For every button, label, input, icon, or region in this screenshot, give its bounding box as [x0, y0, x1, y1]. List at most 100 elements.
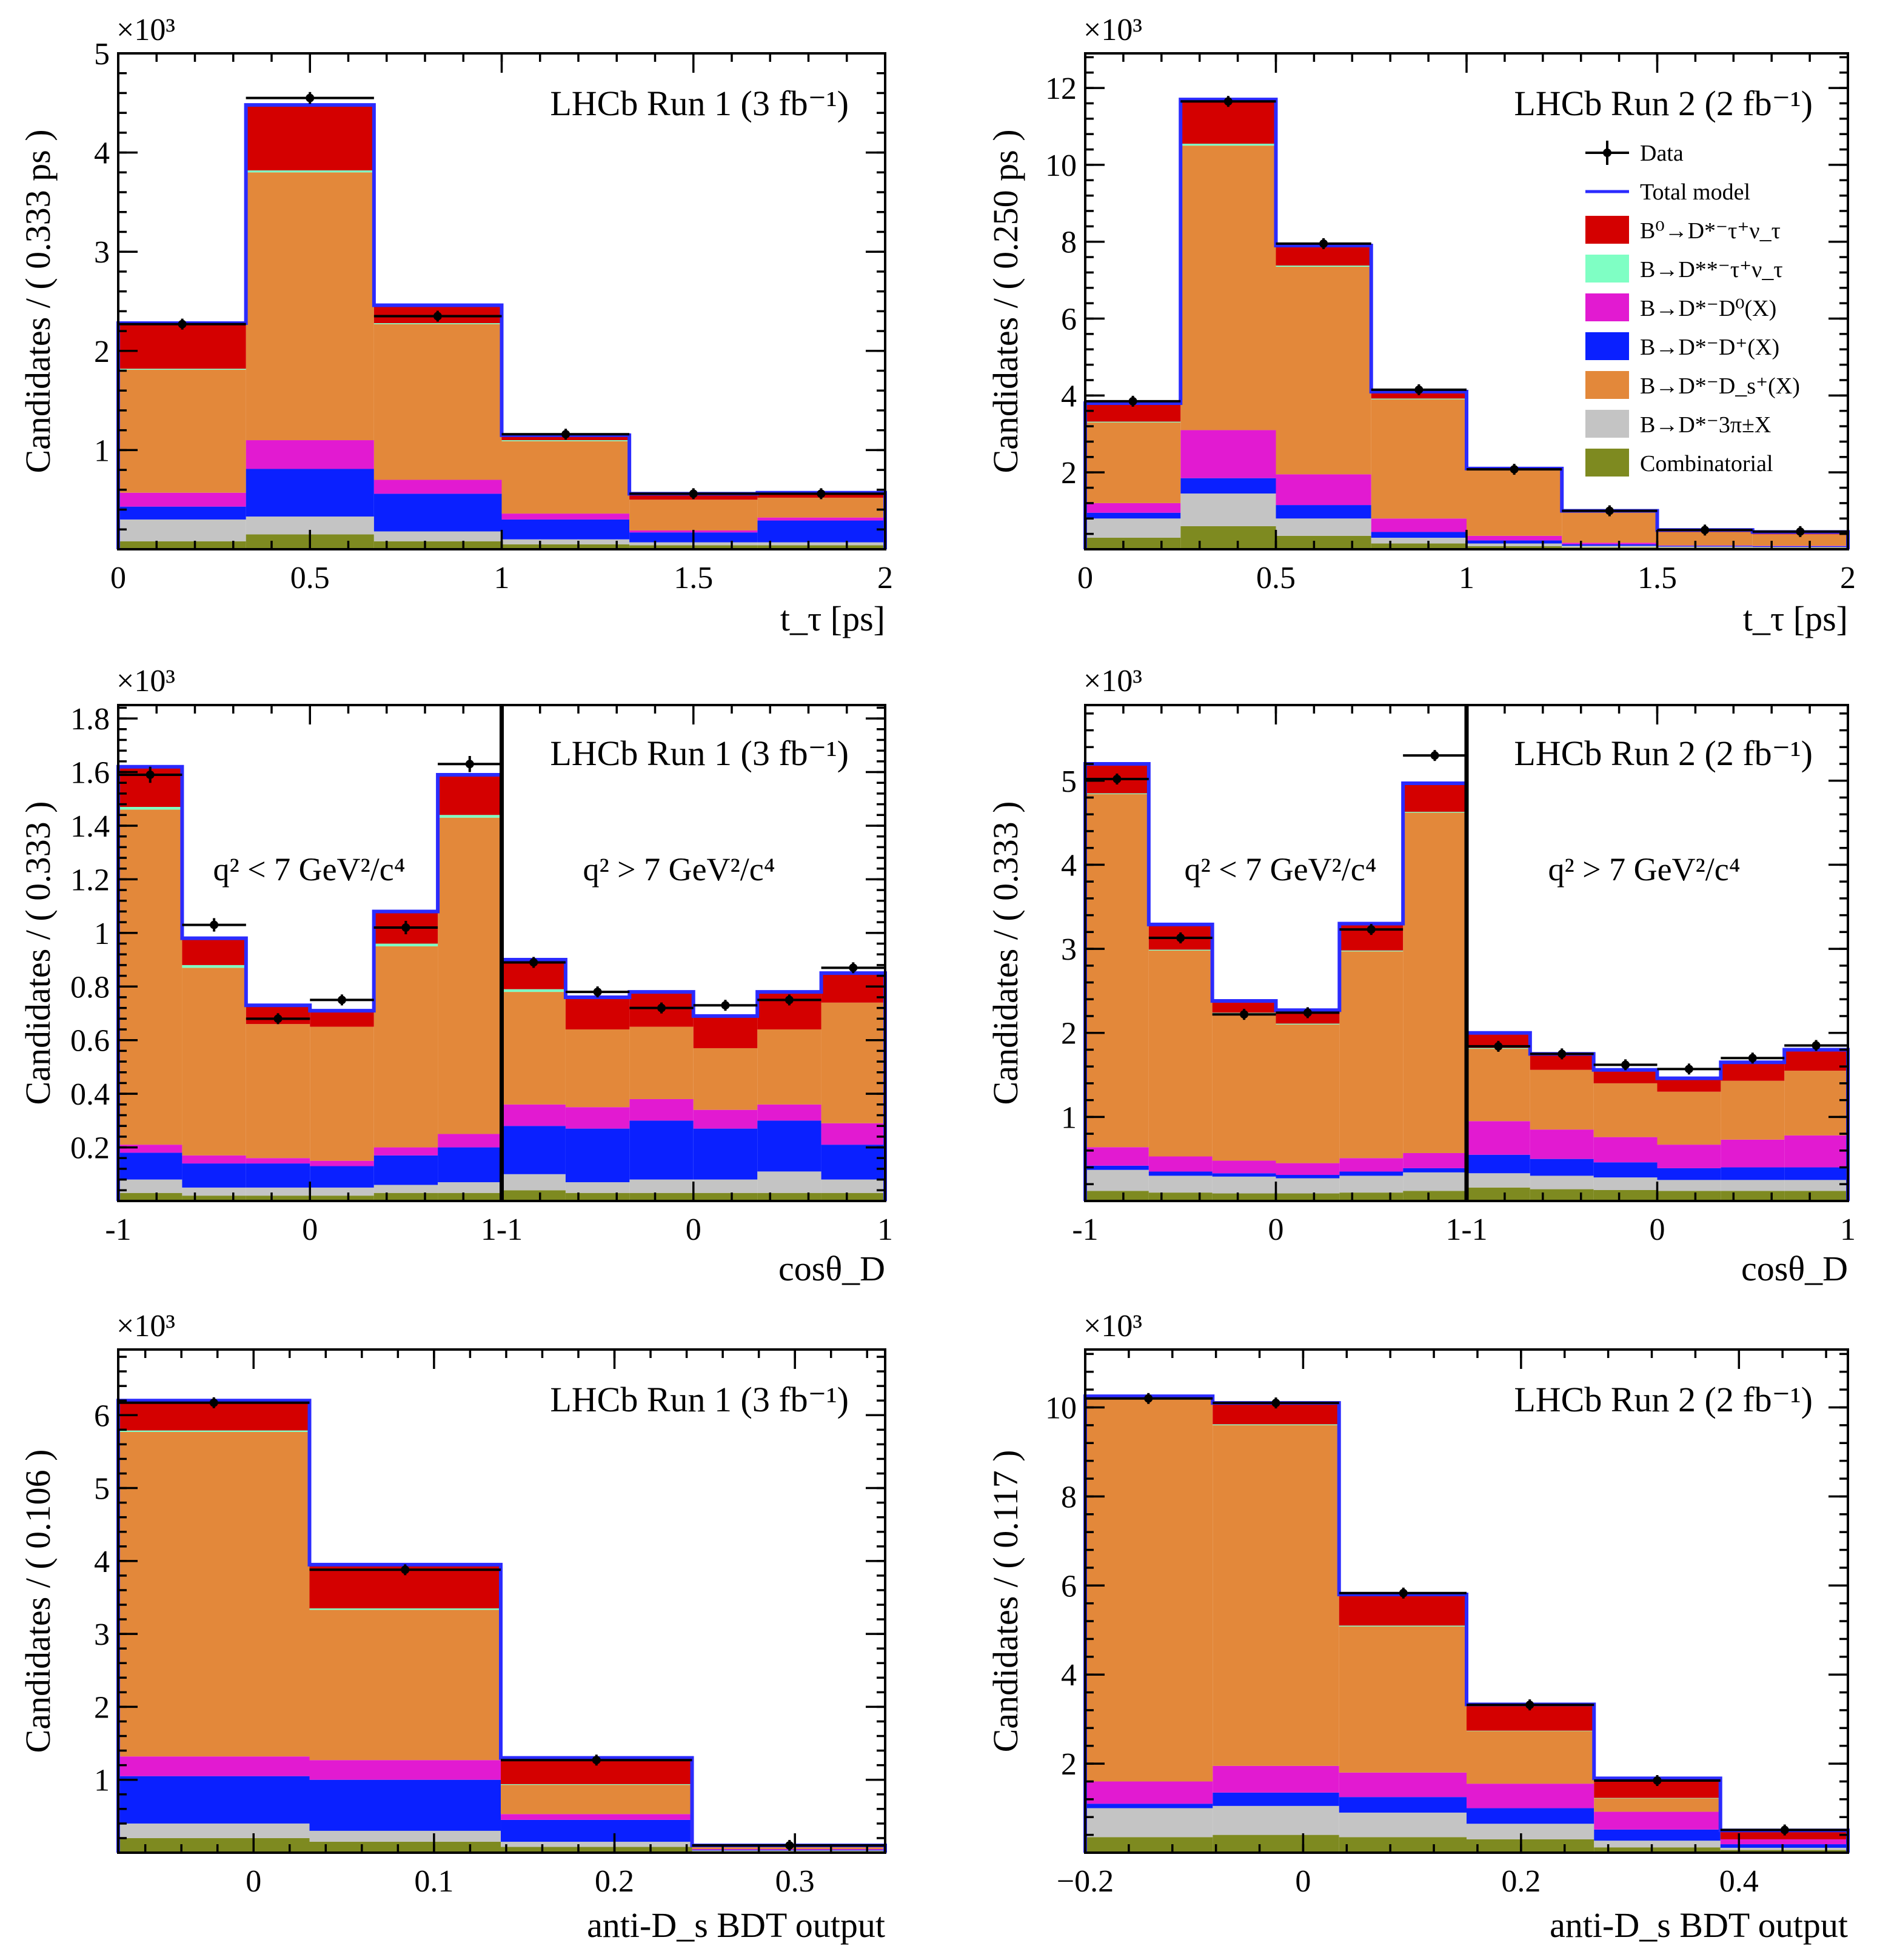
bar-pi: [1657, 546, 1753, 548]
bar-pi: [1467, 1824, 1594, 1839]
bar-dp: [1593, 1162, 1658, 1178]
bar-pi: [1180, 493, 1276, 526]
bar-pi: [501, 539, 630, 544]
bar-comb: [1594, 1847, 1721, 1853]
experiment-label: LHCb Run 1 (3 fb⁻¹): [550, 1380, 849, 1419]
data-point-marker: [433, 312, 442, 321]
bar-ds: [1276, 266, 1371, 475]
bar-comb: [118, 1838, 310, 1853]
legend-swatch: [1603, 149, 1611, 157]
y-tick-label: 2: [94, 1690, 110, 1725]
plot-frame: [117, 1348, 886, 1854]
bar-pi: [1721, 1180, 1785, 1191]
bar-d0: [1339, 1772, 1467, 1798]
bar-ds: [1657, 532, 1753, 546]
y-tick-label: 0.2: [70, 1131, 110, 1166]
data-point-marker: [1414, 385, 1424, 394]
bar-ds: [693, 1048, 758, 1110]
bar-dp: [1339, 1797, 1467, 1813]
data-point: [1562, 505, 1658, 517]
bar-comb: [1530, 1189, 1594, 1201]
data-point-marker: [1240, 1010, 1249, 1019]
y-tick-label: 4: [94, 1545, 110, 1579]
legend-label: Total model: [1640, 179, 1750, 205]
bar-sig: [182, 938, 246, 965]
bar-d0: [821, 1123, 885, 1145]
data-point-marker: [401, 1565, 410, 1574]
bar-dss: [1371, 398, 1467, 400]
bar-pi: [1148, 1176, 1213, 1193]
x-tick-label: -1: [1072, 1212, 1098, 1247]
bar-pi: [501, 1841, 692, 1847]
bar-d0: [1720, 1839, 1848, 1845]
bar-dp: [373, 1155, 438, 1185]
data-point-marker: [1621, 1060, 1630, 1069]
region-label-high-q2: q² > 7 GeV²/c⁴: [583, 851, 775, 888]
data-point: [1657, 524, 1753, 536]
bar-d0: [565, 1107, 630, 1129]
bar-comb: [1467, 1187, 1530, 1201]
bar-d0: [1339, 1158, 1404, 1172]
bar-ds: [1276, 1024, 1340, 1163]
bar-comb: [1467, 1839, 1594, 1853]
bar-ds: [118, 1431, 310, 1757]
y-tick-label: 2: [1061, 456, 1077, 490]
bar-ds: [1212, 1013, 1276, 1161]
bar-comb: [1180, 526, 1276, 549]
bar-ds: [373, 946, 438, 1148]
bar-dp: [1594, 1829, 1721, 1841]
legend-entry-sig: B⁰→D*⁻τ⁺ν_τ: [1585, 216, 1781, 244]
bar-d0: [1467, 1121, 1530, 1155]
bar-ds: [1085, 1398, 1213, 1782]
bar-pi: [629, 1179, 694, 1193]
y-axis-label: Candidates / ( 0.333 ): [18, 801, 58, 1105]
bar-ds: [501, 992, 566, 1105]
bar-dp: [1085, 1165, 1149, 1170]
bar-dp: [182, 1163, 246, 1188]
bar-d0: [501, 513, 630, 520]
bar-dp: [501, 1126, 566, 1174]
data-point: [501, 429, 630, 440]
bar-pi: [1403, 1172, 1467, 1191]
axes: 1 2 3 4 5 6 0 0.1 0.2 0.3: [94, 1350, 885, 1899]
legend-entry-d0: B→D*⁻D⁰(X): [1585, 293, 1776, 321]
bar-dp: [246, 1163, 310, 1188]
bar-ds: [1339, 1626, 1467, 1773]
bar-sig: [693, 1015, 758, 1048]
bar-d0: [118, 492, 246, 507]
data-point-marker: [273, 1014, 283, 1023]
bar-pi: [1562, 546, 1658, 547]
bar-comb: [310, 1196, 374, 1201]
data-point-marker: [1430, 751, 1439, 760]
stacked-bars: [1083, 98, 1850, 549]
bar-ds: [1657, 1091, 1721, 1145]
bar-comb: [1213, 1835, 1339, 1853]
bar-d0: [1276, 474, 1371, 506]
data-point: [1593, 1059, 1658, 1071]
bar-dp: [1180, 478, 1276, 494]
bar-ds: [1180, 145, 1276, 430]
bar-pi: [1371, 537, 1467, 544]
data-point: [821, 962, 885, 974]
bar-ds: [246, 172, 374, 441]
data-point: [1180, 96, 1276, 107]
bar-d0: [501, 1104, 566, 1126]
bar-pi: [1085, 518, 1181, 538]
y-multiplier: ×10³: [116, 1309, 175, 1343]
bar-d0: [246, 440, 374, 469]
bar-ds: [1085, 422, 1181, 503]
bar-pi: [118, 519, 246, 541]
y-tick-label: 4: [1061, 379, 1077, 413]
y-tick-label: 0.4: [70, 1077, 110, 1112]
bar-dss: [246, 170, 374, 173]
bar-ds: [501, 1785, 692, 1815]
axes: 2 4 6 8 10 −0.2 0 0.2 0.4: [1045, 1350, 1848, 1899]
data-point: [1467, 1040, 1530, 1052]
bar-comb: [1085, 537, 1181, 549]
data-point-marker: [1812, 1041, 1821, 1050]
data-point: [1339, 924, 1404, 935]
bar-pi: [118, 1823, 310, 1838]
bar-d0: [118, 1145, 182, 1153]
bar-dp: [309, 1779, 501, 1831]
panel-run2-decay-time: 2 4 6 8 10 12 0 0.5 1 1.5 2 ×10³ LHCb Run 2 (2 fb⁻…: [986, 13, 1856, 638]
